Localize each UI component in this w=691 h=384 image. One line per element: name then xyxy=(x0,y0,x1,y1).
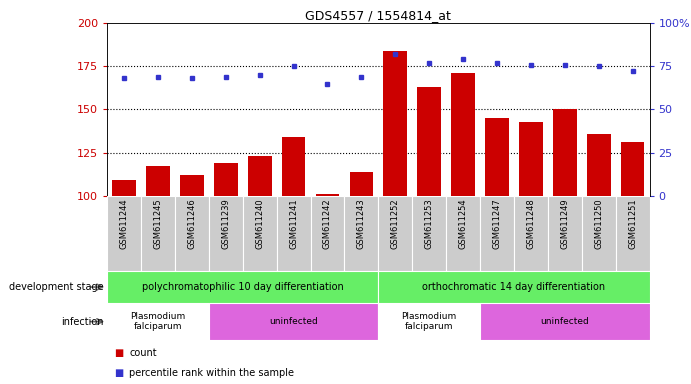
Text: GSM611251: GSM611251 xyxy=(628,198,637,249)
Text: GSM611247: GSM611247 xyxy=(493,198,502,249)
Text: count: count xyxy=(129,348,157,358)
Text: GSM611253: GSM611253 xyxy=(425,198,434,249)
Bar xyxy=(282,137,305,196)
Bar xyxy=(175,196,209,271)
Bar xyxy=(107,271,379,303)
Bar xyxy=(384,51,407,196)
Text: orthochromatic 14 day differentiation: orthochromatic 14 day differentiation xyxy=(422,282,605,292)
Bar xyxy=(107,303,209,340)
Bar xyxy=(480,303,650,340)
Text: GSM611249: GSM611249 xyxy=(560,198,569,249)
Bar xyxy=(582,196,616,271)
Text: uninfected: uninfected xyxy=(269,317,318,326)
Text: GSM611246: GSM611246 xyxy=(187,198,196,249)
Bar xyxy=(141,196,175,271)
Text: GSM611248: GSM611248 xyxy=(527,198,536,249)
Text: uninfected: uninfected xyxy=(540,317,589,326)
Text: GSM611252: GSM611252 xyxy=(391,198,400,249)
Text: GSM611241: GSM611241 xyxy=(289,198,298,249)
Text: GSM611245: GSM611245 xyxy=(153,198,162,249)
Bar xyxy=(344,196,379,271)
Bar xyxy=(214,163,238,196)
Text: GSM611250: GSM611250 xyxy=(594,198,603,249)
Text: polychromatophilic 10 day differentiation: polychromatophilic 10 day differentiatio… xyxy=(142,282,343,292)
Bar xyxy=(112,180,136,196)
Bar xyxy=(621,142,645,196)
Text: percentile rank within the sample: percentile rank within the sample xyxy=(129,368,294,378)
Bar xyxy=(350,172,373,196)
Bar xyxy=(107,196,141,271)
Text: Plasmodium
falciparum: Plasmodium falciparum xyxy=(401,312,457,331)
Text: GSM611240: GSM611240 xyxy=(255,198,264,249)
Text: GSM611243: GSM611243 xyxy=(357,198,366,249)
Bar xyxy=(514,196,548,271)
Text: ■: ■ xyxy=(114,368,123,378)
Text: development stage: development stage xyxy=(9,282,104,292)
Bar xyxy=(379,303,480,340)
Bar xyxy=(451,73,475,196)
Title: GDS4557 / 1554814_at: GDS4557 / 1554814_at xyxy=(305,9,451,22)
Bar xyxy=(446,196,480,271)
Text: GSM611242: GSM611242 xyxy=(323,198,332,249)
Bar xyxy=(480,196,514,271)
Bar xyxy=(587,134,611,196)
Bar xyxy=(209,196,243,271)
Bar xyxy=(519,121,542,196)
Bar xyxy=(248,156,272,196)
Text: GSM611239: GSM611239 xyxy=(221,198,230,249)
Bar xyxy=(379,271,650,303)
Bar xyxy=(413,196,446,271)
Bar xyxy=(548,196,582,271)
Bar xyxy=(209,303,379,340)
Text: GSM611244: GSM611244 xyxy=(120,198,129,249)
Text: infection: infection xyxy=(61,316,104,327)
Bar xyxy=(146,167,170,196)
Text: GSM611254: GSM611254 xyxy=(459,198,468,249)
Bar xyxy=(616,196,650,271)
Bar xyxy=(276,196,310,271)
Bar xyxy=(417,87,441,196)
Text: ■: ■ xyxy=(114,348,123,358)
Bar xyxy=(243,196,276,271)
Bar xyxy=(310,196,344,271)
Text: Plasmodium
falciparum: Plasmodium falciparum xyxy=(131,312,186,331)
Bar xyxy=(180,175,204,196)
Bar xyxy=(316,194,339,196)
Bar xyxy=(485,118,509,196)
Bar xyxy=(379,196,413,271)
Bar xyxy=(553,109,577,196)
